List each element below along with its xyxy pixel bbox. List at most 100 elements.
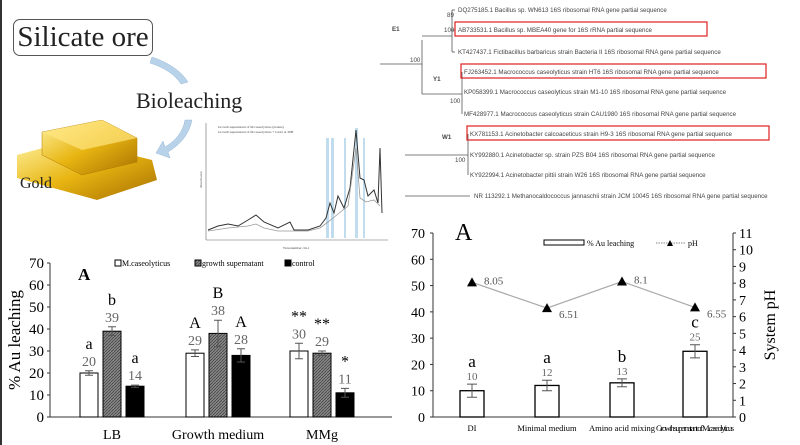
x-tick-label: DI (468, 423, 477, 433)
error-bar (617, 378, 627, 388)
gold-label: Gold (20, 175, 52, 192)
bar-m-caseolyticus (79, 372, 99, 418)
spectrum-highlight-bands (326, 128, 365, 238)
y2-tick-label: 3 (739, 361, 746, 376)
gold-bars-image (17, 120, 157, 200)
x-tick-label: Growth supernatant of M.caseolyticus (656, 423, 734, 433)
bar-growth-supernatant (102, 330, 122, 418)
y-tick-label: 60 (29, 278, 44, 294)
legend-swatch (194, 259, 202, 267)
y2-tick-label: 5 (739, 327, 746, 342)
y-tick-label: 70 (29, 256, 44, 272)
y2-tick-label: 7 (739, 294, 746, 309)
data-label: 13 (617, 366, 629, 378)
x-tick-label: Growth medium (172, 428, 264, 443)
spectrum-line-isolate (207, 129, 383, 231)
x-tick-label: LB (103, 428, 121, 443)
ph-data-label: 6.51 (559, 309, 578, 321)
bar-m-caseolyticus (289, 350, 309, 418)
y-tick-label: 0 (418, 411, 425, 426)
data-label: 29 (315, 335, 329, 350)
y-tick-label: 20 (29, 366, 44, 382)
data-label: 38 (211, 304, 225, 319)
y-tick-label: 40 (411, 306, 425, 321)
legend-swatch-bar (543, 239, 585, 246)
error-bar (318, 350, 326, 356)
au-leaching-bar-chart-media: 0 10 20 30 40 50 60 70 % Au leaching A LB 20 a 39 b 14 a… (5, 256, 392, 443)
significance-letter: * (341, 353, 349, 370)
ph-point (617, 276, 627, 286)
error-bar (237, 348, 245, 363)
y-tick-label: 30 (411, 332, 425, 347)
ph-data-label: 8.05 (484, 275, 504, 287)
highlight-box (460, 63, 767, 79)
y2-tick-label: 4 (739, 344, 746, 359)
cluster-label: E1 (392, 26, 400, 33)
bar-au-leaching (682, 350, 708, 418)
significance-letter: B (213, 285, 224, 302)
bar-au-leaching (609, 382, 635, 418)
taxon-label: FJ263452.1 Macrococcus caseolyticus stra… (464, 69, 719, 76)
legend-swatch (114, 259, 122, 267)
taxon-label: MF428977.1 Macrococcus caseolyticus stra… (464, 111, 737, 118)
significance-letter: A (235, 314, 247, 331)
significance-letter: A (189, 315, 201, 332)
bootstrap-value: 100 (444, 27, 455, 34)
highlight-box (454, 21, 708, 37)
legend-label: pH (688, 239, 698, 248)
highlight-box (466, 125, 770, 141)
ph-line (471, 280, 696, 309)
y2-tick-label: 10 (739, 244, 753, 259)
y-tick-label: 50 (29, 300, 44, 316)
data-label: 29 (188, 334, 202, 349)
arrow-curve-icon (149, 56, 189, 85)
y-tick-label: 0 (37, 410, 45, 426)
y-tick-label: 70 (411, 227, 425, 242)
spectrum-ylabel: Absorbance (199, 171, 203, 188)
bootstrap-value: 100 (450, 98, 461, 105)
taxon-label: KX781153.1 Acinetobacter calcoaceticus s… (470, 131, 733, 138)
significance-letter: a (85, 336, 92, 353)
significance-letter: c (691, 313, 699, 332)
bootstrap-value: 100 (455, 157, 466, 164)
taxon-label: DQ275185.1 Bacillus sp. WN613 16S riboso… (458, 7, 667, 14)
legend-label: M.caseolyticus (122, 259, 170, 268)
data-label: 39 (105, 311, 119, 326)
legend-triangle-icon (667, 240, 673, 246)
bootstrap-value: 100 (410, 57, 421, 64)
significance-letter: b (618, 347, 627, 366)
taxon-label: AB733531.1 Bacillus sp. MBEA40 gene for … (458, 27, 653, 34)
bootstrap-value: 89 (447, 12, 454, 19)
error-bar (214, 319, 222, 348)
y2-tick-label: 1 (739, 394, 746, 409)
arrow-curve-icon (155, 119, 193, 159)
significance-letter: a (131, 350, 138, 367)
error-bar (542, 379, 552, 392)
ph-point (690, 302, 700, 312)
x-tick-label: MMg (306, 428, 338, 443)
significance-letter: a (468, 352, 476, 371)
data-label: 11 (338, 372, 351, 387)
y-axis-label: % Au leaching (5, 289, 24, 390)
y-tick-label: 10 (411, 385, 425, 400)
taxon-label: NR 113292.1 Methanocaldococcus jannaschi… (474, 193, 768, 200)
error-bar (690, 344, 700, 359)
data-label: 10 (467, 371, 479, 383)
spectrum-legend-1: Growth supernatant of M.caseolyticus (is… (218, 125, 285, 129)
bar-growth-supernatant (312, 352, 332, 418)
y-tick-label: 40 (29, 322, 44, 338)
spectrum-line-treated (207, 147, 381, 232)
y2-axis-label: System pH (762, 289, 779, 360)
data-label: 14 (128, 369, 142, 384)
data-label: 20 (82, 355, 96, 370)
error-bar (108, 326, 116, 337)
y-tick-label: 10 (29, 388, 44, 404)
legend-swatch (284, 259, 292, 267)
legend-label: control (292, 259, 315, 268)
taxon-label: KY992880.1 Acinetobacter sp. strain PZS … (470, 152, 715, 159)
y2-tick-label: 9 (739, 260, 746, 275)
y-tick-label: 60 (411, 253, 425, 268)
panel-label: A (455, 220, 473, 246)
taxon-label: KT427437.1 Fictibacillus barbaricus stra… (458, 49, 721, 56)
